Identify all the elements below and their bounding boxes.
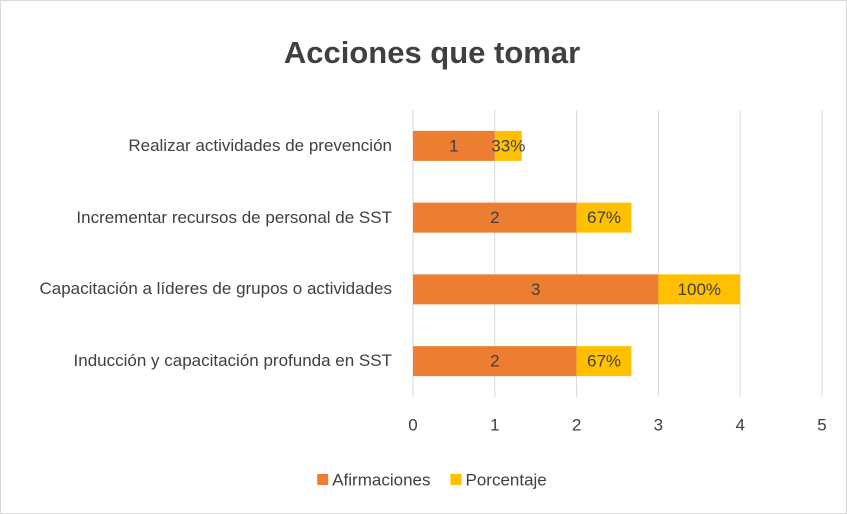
bar-segment	[576, 202, 632, 233]
bar-segment	[576, 346, 632, 377]
category-label: Realizar actividades de prevención	[128, 135, 392, 155]
bar-segment	[413, 274, 659, 305]
category-label: Capacitación a líderes de grupos o activ…	[39, 279, 393, 299]
data-label: 100%	[678, 280, 721, 299]
bar-segment	[494, 130, 522, 161]
data-label: 67%	[587, 208, 621, 227]
bar-segment	[413, 346, 577, 377]
x-tick-label: 5	[817, 415, 826, 434]
bar-segment	[413, 202, 577, 233]
bar-segment	[658, 274, 741, 305]
category-label: Incrementar recursos de personal de SST	[76, 207, 392, 227]
data-label: 33%	[491, 136, 525, 155]
chart-title: Acciones que tomar	[284, 35, 580, 70]
data-label: 2	[490, 352, 499, 371]
data-label: 2	[490, 208, 499, 227]
legend-label: Afirmaciones	[332, 470, 430, 489]
legend-swatch	[317, 474, 329, 485]
x-tick-label: 2	[572, 415, 581, 434]
x-tick-label: 0	[408, 415, 417, 434]
data-label: 1	[449, 136, 458, 155]
x-tick-label: 3	[654, 415, 663, 434]
x-tick-label: 4	[735, 415, 744, 434]
category-label: Inducción y capacitación profunda en SST	[73, 351, 392, 371]
data-label: 67%	[587, 352, 621, 371]
bar-segment	[413, 130, 495, 161]
legend-label: Porcentaje	[465, 470, 546, 489]
x-tick-label: 1	[490, 415, 499, 434]
legend-swatch	[450, 474, 462, 485]
data-label: 3	[531, 280, 540, 299]
